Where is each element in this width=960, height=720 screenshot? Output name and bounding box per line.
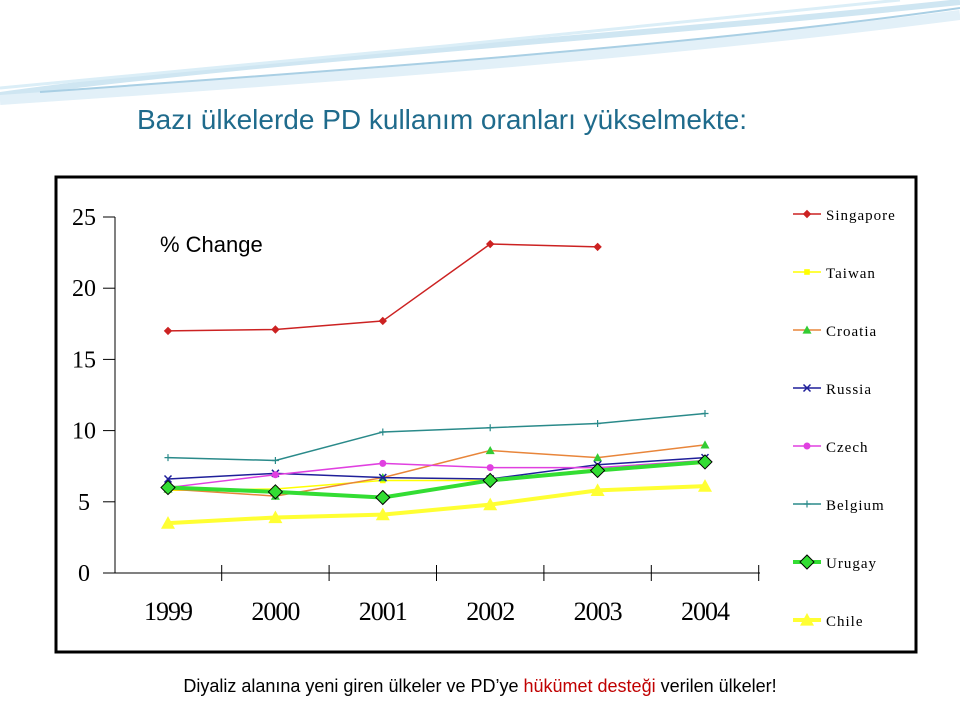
x-tick-label: 2004 — [681, 597, 730, 626]
marker — [379, 459, 387, 467]
annotation: % Change — [160, 232, 263, 257]
marker — [803, 442, 811, 450]
y-tick-label: 25 — [72, 205, 96, 231]
marker — [698, 479, 712, 492]
marker — [161, 516, 175, 529]
legend-label: Belgium — [826, 498, 885, 514]
series-line — [167, 459, 706, 500]
series — [163, 239, 602, 336]
marker — [594, 419, 602, 427]
caption: Diyaliz alanına yeni giren ülkeler ve PD… — [0, 676, 960, 697]
legend-item: Czech — [793, 440, 868, 456]
marker — [486, 424, 494, 432]
marker — [802, 383, 812, 393]
legend-label: Singapore — [826, 208, 896, 224]
legend-item: Chile — [793, 613, 864, 630]
x-tick-label: 1999 — [144, 597, 192, 626]
legend-label: Taiwan — [826, 266, 876, 282]
legend-item: Singapore — [793, 208, 896, 224]
legend-label: Czech — [826, 440, 868, 456]
y-tick-label: 20 — [72, 276, 96, 302]
legend-label: Chile — [826, 614, 864, 630]
marker — [267, 484, 284, 500]
marker — [483, 497, 498, 511]
marker — [379, 428, 387, 436]
marker — [802, 325, 812, 334]
series-line — [167, 444, 706, 497]
marker — [378, 316, 388, 326]
marker — [268, 510, 283, 524]
slide-title: Bazı ülkelerde PD kullanım oranları yüks… — [137, 104, 748, 135]
marker — [485, 446, 495, 455]
marker — [802, 209, 812, 219]
marker — [163, 474, 173, 484]
marker — [799, 554, 815, 570]
y-tick-label: 10 — [72, 419, 96, 445]
marker — [701, 410, 709, 418]
y-tick-label: 5 — [78, 490, 90, 516]
x-tick-label: 2000 — [251, 597, 300, 626]
legend-item: Taiwan — [793, 266, 876, 282]
marker — [271, 471, 279, 479]
caption-text: verilen ülkeler! — [655, 676, 777, 696]
series-line — [167, 459, 706, 489]
marker — [486, 464, 494, 472]
series-line — [167, 484, 706, 526]
marker — [160, 479, 176, 496]
y-tick-label: 0 — [78, 561, 90, 587]
x-tick-label: 2003 — [574, 597, 622, 626]
marker — [697, 454, 713, 470]
series — [160, 454, 713, 506]
marker — [164, 454, 172, 462]
legend-label: Russia — [826, 382, 872, 398]
series-line — [167, 412, 706, 462]
marker — [590, 483, 605, 497]
caption-highlight: hükümet desteği — [523, 676, 656, 696]
caption-text: Diyaliz alanına yeni giren ülkeler ve PD… — [183, 676, 524, 696]
x-tick-label: 2002 — [466, 597, 514, 626]
marker — [700, 440, 710, 449]
marker — [803, 500, 811, 508]
legend-item: Belgium — [793, 498, 885, 514]
series-line — [167, 456, 706, 480]
legend-item: Russia — [793, 382, 872, 398]
marker — [593, 242, 602, 252]
legend-item: Urugay — [793, 554, 877, 572]
marker — [271, 325, 280, 334]
marker — [589, 462, 606, 479]
marker — [593, 453, 603, 462]
legend-label: Urugay — [826, 556, 877, 572]
marker — [804, 269, 810, 275]
plot: 0 5 10 15 20 25 1999 2000 2001 2002 2003 2004 Singap… — [72, 205, 896, 630]
y-tick-label: 15 — [72, 347, 96, 373]
x-tick-label: 2001 — [359, 597, 407, 626]
swoosh — [0, 0, 960, 105]
marker — [485, 239, 495, 249]
marker — [375, 507, 390, 521]
marker — [482, 472, 498, 489]
marker — [163, 326, 173, 336]
marker — [378, 473, 387, 482]
series — [164, 410, 709, 465]
legend-label: Croatia — [826, 324, 877, 340]
marker — [271, 457, 279, 465]
series — [161, 479, 712, 529]
marker — [375, 489, 391, 506]
marker — [800, 613, 814, 626]
legend-item: Croatia — [793, 324, 877, 340]
